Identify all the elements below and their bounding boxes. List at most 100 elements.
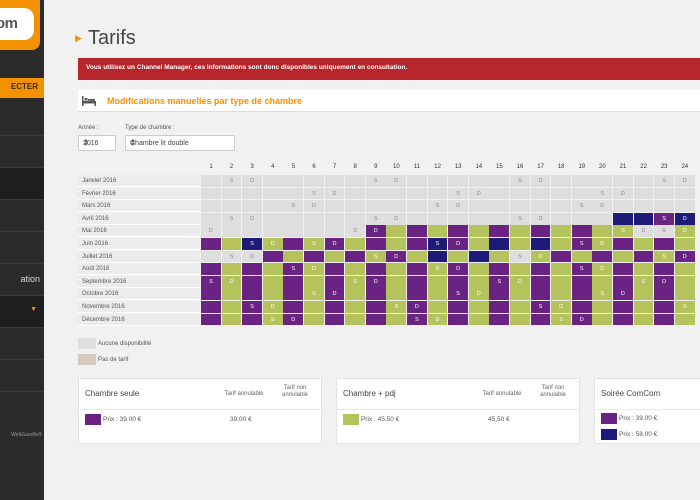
calendar-day-cell[interactable] [489,238,510,250]
calendar-day-cell[interactable] [551,288,571,301]
calendar-day-cell[interactable] [221,313,242,326]
calendar-day-cell[interactable] [551,238,571,250]
calendar-day-cell[interactable]: D [221,275,242,288]
calendar-day-cell[interactable] [468,301,489,313]
calendar-day-cell[interactable]: D [427,313,448,326]
calendar-day-cell[interactable] [283,175,304,187]
calendar-day-cell[interactable] [386,275,407,288]
calendar-day-cell[interactable]: S [304,187,324,200]
calendar-day-cell[interactable] [345,175,365,187]
calendar-day-cell[interactable] [386,313,407,326]
calendar-day-cell[interactable] [407,225,427,238]
calendar-day-cell[interactable]: D [324,187,345,200]
calendar-day-cell[interactable] [489,250,510,263]
calendar-day-cell[interactable] [407,288,427,301]
calendar-day-cell[interactable]: D [468,187,489,200]
calendar-day-cell[interactable] [551,212,571,225]
calendar-day-cell[interactable] [427,275,448,288]
calendar-day-cell[interactable] [510,200,530,212]
calendar-day-cell[interactable] [613,313,633,326]
calendar-day-cell[interactable] [530,200,551,212]
calendar-day-cell[interactable]: S [345,275,365,288]
calendar-day-cell[interactable]: D [530,175,551,187]
calendar-day-cell[interactable] [571,275,592,288]
calendar-day-cell[interactable] [633,250,654,263]
calendar-day-cell[interactable]: D [530,212,551,225]
calendar-day-cell[interactable]: D [304,263,324,275]
calendar-day-cell[interactable] [201,212,221,225]
calendar-day-cell[interactable] [201,288,221,301]
calendar-day-cell[interactable]: D [201,225,221,238]
calendar-day-cell[interactable] [654,200,674,212]
calendar-day-cell[interactable] [448,175,468,187]
calendar-day-cell[interactable] [283,301,304,313]
calendar-day-cell[interactable]: D [674,212,695,225]
calendar-day-cell[interactable] [489,225,510,238]
calendar-day-cell[interactable] [324,263,345,275]
calendar-day-cell[interactable]: S [365,250,386,263]
calendar-day-cell[interactable] [201,238,221,250]
calendar-day-cell[interactable]: S [221,212,242,225]
calendar-day-cell[interactable] [489,313,510,326]
calendar-day-cell[interactable] [324,275,345,288]
calendar-day-cell[interactable] [633,187,654,200]
connect-button[interactable]: ECTER [0,78,44,98]
calendar-day-cell[interactable] [407,250,427,263]
calendar-day-cell[interactable] [592,225,613,238]
calendar-day-cell[interactable] [489,187,510,200]
calendar-day-cell[interactable] [283,275,304,288]
calendar-day-cell[interactable]: S [592,288,613,301]
calendar-day-cell[interactable] [654,288,674,301]
calendar-day-cell[interactable]: D [468,288,489,301]
calendar-day-cell[interactable] [283,187,304,200]
calendar-day-cell[interactable]: D [592,238,613,250]
calendar-day-cell[interactable] [345,301,365,313]
calendar-day-cell[interactable]: D [283,313,304,326]
calendar-day-cell[interactable] [262,175,283,187]
calendar-day-cell[interactable] [221,301,242,313]
calendar-day-cell[interactable]: S [365,175,386,187]
calendar-day-cell[interactable] [674,238,695,250]
calendar-day-cell[interactable]: S [386,301,407,313]
sidebar-item-2[interactable] [0,136,44,168]
calendar-day-cell[interactable] [221,225,242,238]
calendar-day-cell[interactable]: D [633,225,654,238]
calendar-day-cell[interactable] [633,238,654,250]
calendar-day-cell[interactable] [262,187,283,200]
calendar-day-cell[interactable] [510,301,530,313]
calendar-day-cell[interactable] [633,288,654,301]
calendar-day-cell[interactable] [468,225,489,238]
calendar-day-cell[interactable] [201,250,221,263]
calendar-day-cell[interactable] [674,187,695,200]
calendar-day-cell[interactable] [571,187,592,200]
calendar-day-cell[interactable]: D [365,275,386,288]
calendar-day-cell[interactable] [427,225,448,238]
calendar-day-cell[interactable] [324,212,345,225]
calendar-day-cell[interactable] [468,250,489,263]
calendar-day-cell[interactable] [242,288,262,301]
sidebar-item-8[interactable] [0,328,44,360]
calendar-day-cell[interactable] [407,263,427,275]
calendar-day-cell[interactable] [386,187,407,200]
calendar-day-cell[interactable]: D [324,238,345,250]
calendar-day-cell[interactable] [201,175,221,187]
calendar-day-cell[interactable] [571,250,592,263]
calendar-day-cell[interactable]: S [304,238,324,250]
calendar-day-cell[interactable] [468,313,489,326]
calendar-day-cell[interactable]: D [654,275,674,288]
calendar-day-cell[interactable] [386,288,407,301]
calendar-day-cell[interactable]: D [448,200,468,212]
calendar-day-cell[interactable] [530,263,551,275]
calendar-day-cell[interactable] [427,288,448,301]
calendar-day-cell[interactable] [283,212,304,225]
calendar-day-cell[interactable] [221,288,242,301]
calendar-day-cell[interactable] [324,175,345,187]
calendar-day-cell[interactable]: D [592,263,613,275]
calendar-day-cell[interactable]: D [262,238,283,250]
calendar-day-cell[interactable]: S [427,200,448,212]
calendar-day-cell[interactable] [345,263,365,275]
calendar-day-cell[interactable] [427,175,448,187]
calendar-day-cell[interactable] [571,212,592,225]
calendar-day-cell[interactable]: D [448,238,468,250]
calendar-day-cell[interactable]: S [571,200,592,212]
